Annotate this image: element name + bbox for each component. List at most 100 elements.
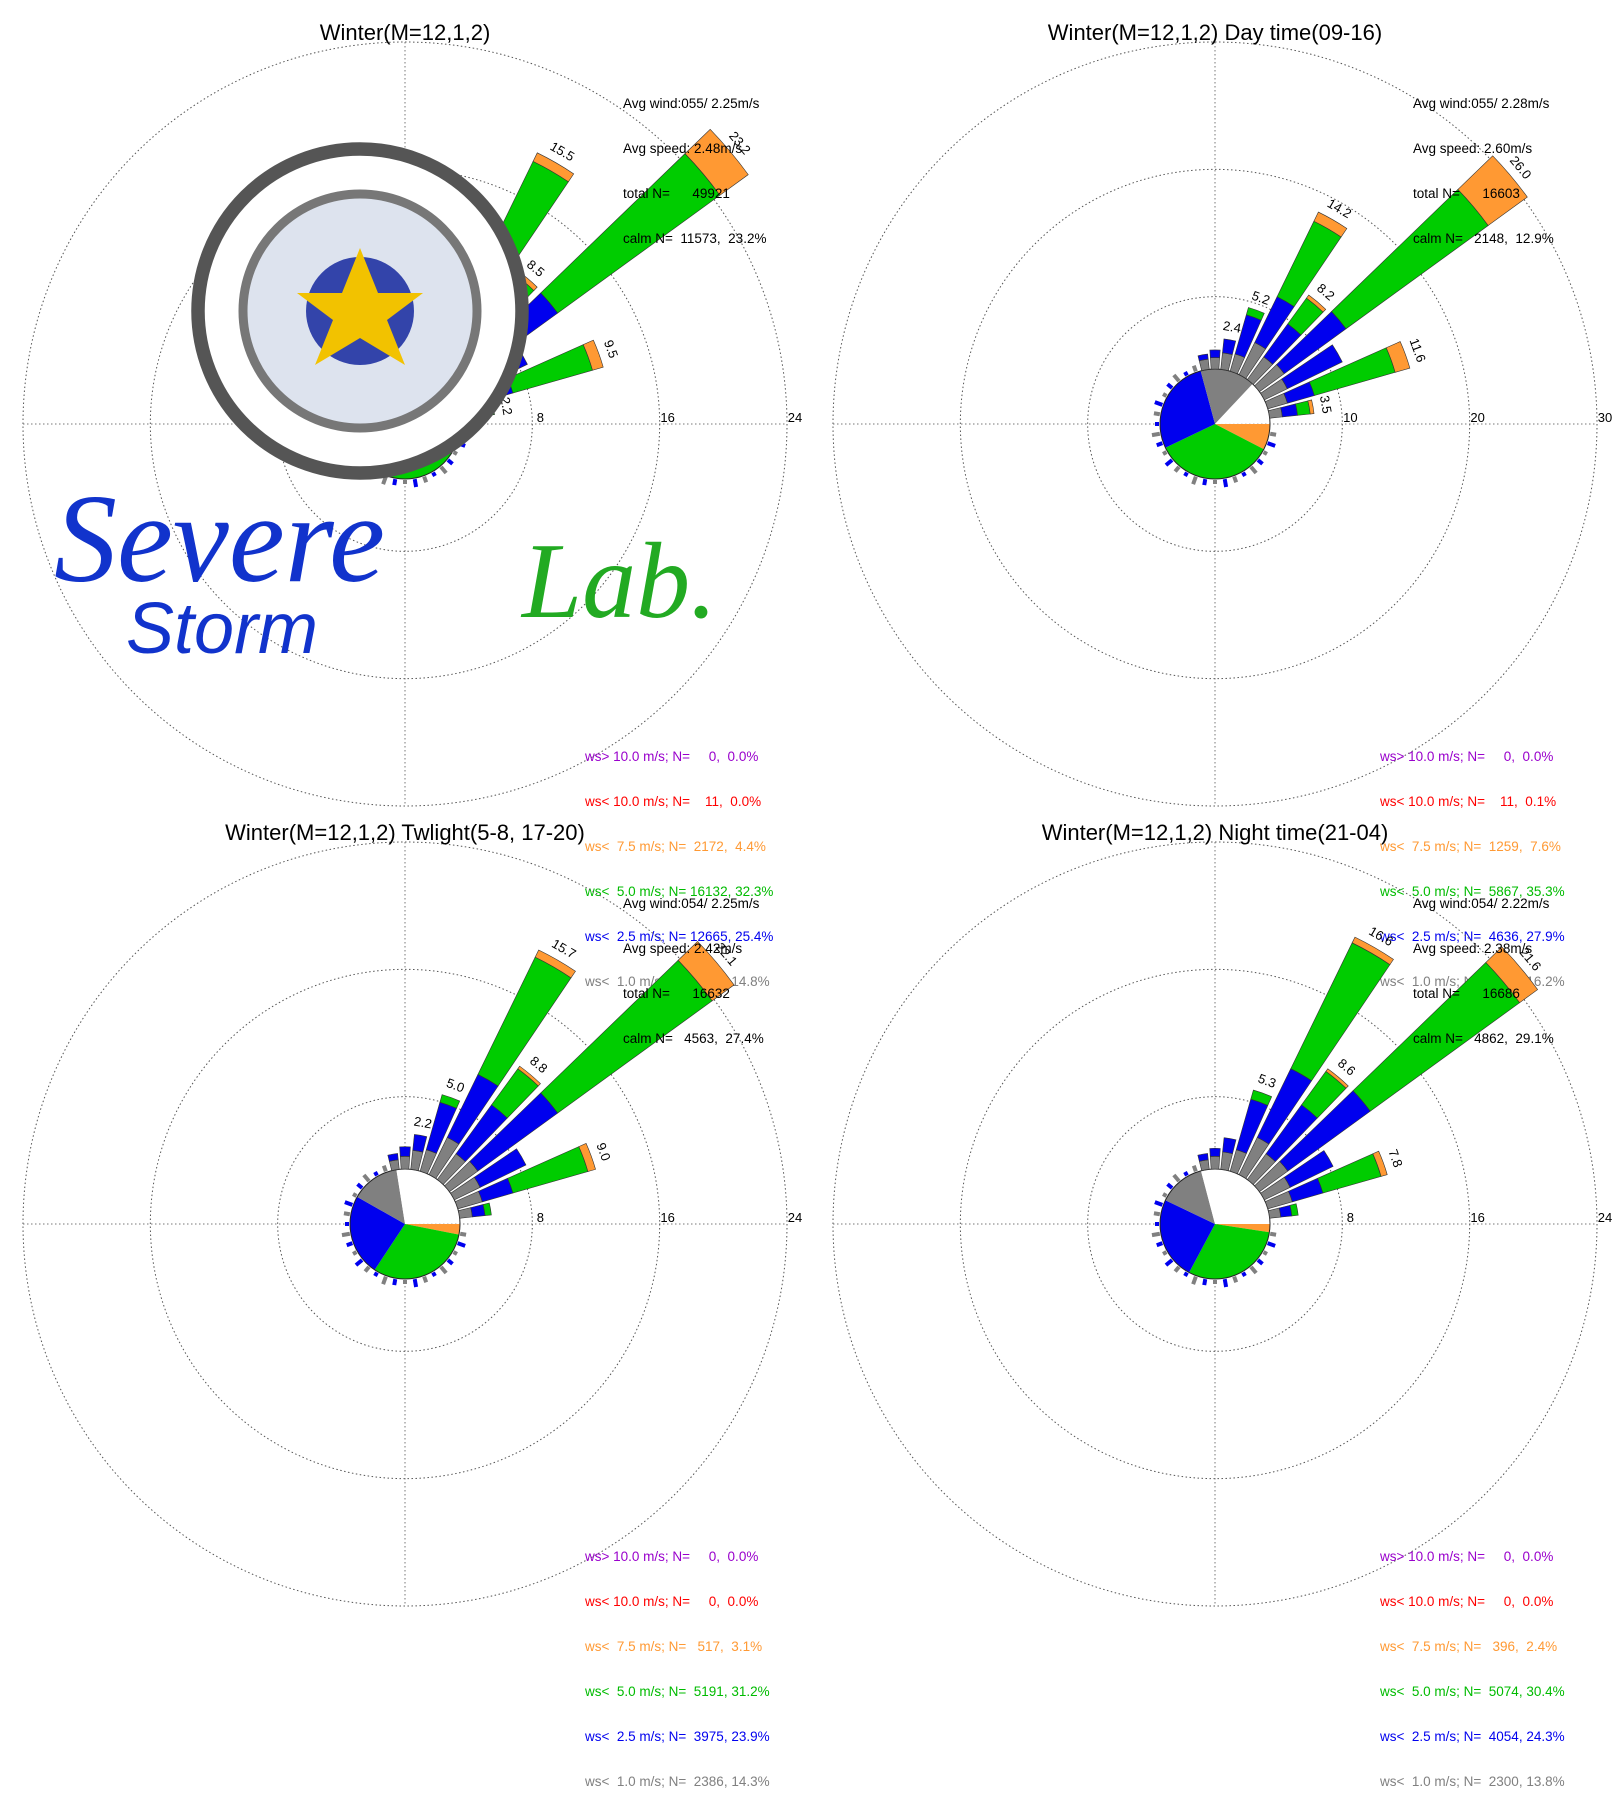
minor-petal	[344, 1200, 354, 1207]
avg-speed-text: Avg speed: 2.48m/s	[623, 141, 743, 156]
panel-title: Winter(M=12,1,2) Day time(09-16)	[1047, 20, 1383, 45]
petal-segment	[1209, 1148, 1221, 1157]
minor-petal	[1183, 371, 1189, 377]
calm-pie-slice-lt5	[374, 1224, 459, 1279]
minor-petal	[1156, 1241, 1164, 1248]
avg-speed-text: Avg speed: 2.60m/s	[1413, 141, 1533, 156]
avg-speed-text: Avg speed: 2.42m/s	[623, 941, 743, 956]
calm-pie-slice-lt5	[1165, 424, 1264, 480]
minor-petal	[1173, 1265, 1181, 1273]
legend-entry: ws< 7.5 m/s; N= 1259, 7.6%	[1380, 839, 1561, 854]
minor-petal	[373, 1271, 379, 1277]
minor-petal	[1154, 400, 1164, 407]
legend-entry: ws> 10.0 m/s; N= 0, 0.0%	[585, 749, 759, 764]
legend-entry: ws> 10.0 m/s; N= 0, 0.0%	[585, 1549, 759, 1564]
petal-segment	[1268, 407, 1283, 419]
panel-title: Winter(M=12,1,2)	[319, 20, 491, 45]
petal-segment	[399, 1155, 411, 1170]
calm-pie-slice-lt7_5	[1215, 1224, 1270, 1233]
minor-petal	[352, 1192, 358, 1198]
minor-petal	[352, 1250, 358, 1256]
minor-petal	[1256, 458, 1264, 466]
avg-wind-text: Avg wind:055/ 2.25m/s	[623, 96, 760, 111]
minor-petal	[431, 1271, 437, 1277]
petal-label: 5.3	[1256, 1071, 1278, 1091]
petal-label: 9.0	[593, 1141, 613, 1163]
minor-petal	[392, 478, 398, 486]
petal-label: 9.5	[601, 338, 621, 360]
petal-segment	[517, 1065, 541, 1087]
legend-entry: ws< 10.0 m/s; N= 0, 0.0%	[585, 1594, 759, 1609]
petal-segment	[470, 1204, 486, 1218]
ring-label: 20	[1470, 410, 1484, 425]
legend-entry: ws< 5.0 m/s; N= 5074, 30.4%	[1380, 1684, 1565, 1699]
minor-petal	[1222, 478, 1229, 488]
avg-wind-text: Avg wind:055/ 2.28m/s	[1413, 96, 1550, 111]
calm-n-text: calm N= 4862, 29.1%	[1413, 1031, 1554, 1046]
calm-pie-slice-calm	[1215, 383, 1270, 424]
minor-petal	[452, 1250, 458, 1256]
range-ring	[22, 41, 788, 807]
minor-petal	[1166, 382, 1174, 390]
minor-petal	[1266, 441, 1276, 448]
calm-n-text: calm N= 4563, 27.4%	[623, 1031, 764, 1046]
ring-label: 24	[1598, 1210, 1612, 1225]
petal-segment	[1209, 1155, 1221, 1170]
petal-segment	[482, 1202, 492, 1216]
petal-segment	[578, 1142, 596, 1172]
total-n-text: total N= 16632	[623, 986, 730, 1001]
minor-petal	[363, 1265, 371, 1273]
calm-pie-slice-lt5	[1189, 1224, 1270, 1279]
minor-petal	[431, 471, 437, 477]
range-ring	[22, 841, 788, 1607]
petal-segment	[534, 949, 576, 979]
petal-segment	[1280, 403, 1298, 418]
minor-petal	[356, 1182, 364, 1190]
petal-segment	[1306, 294, 1327, 313]
petal-segment	[582, 339, 604, 371]
petal-segment	[1197, 353, 1209, 362]
minor-petal	[1241, 1271, 1247, 1277]
ring-label: 8	[537, 410, 544, 425]
minor-petal	[1266, 1241, 1276, 1248]
stats-block: Avg wind:055/ 2.25m/s Avg speed: 2.48m/s…	[623, 66, 766, 276]
ring-label: 16	[1470, 1210, 1484, 1225]
range-ring	[832, 41, 1598, 807]
total-n-text: total N= 16686	[1413, 986, 1520, 1001]
severe-storm-lab-logo: Severe Storm Lab.	[54, 142, 717, 669]
calm-pie-slice-calm	[396, 1169, 460, 1224]
petal-segment	[1197, 1153, 1209, 1162]
petal-segment	[1220, 1151, 1233, 1171]
legend-entry: ws< 1.0 m/s; N= 2300, 13.8%	[1380, 1774, 1565, 1789]
minor-petal	[1151, 431, 1161, 438]
calm-n-text: calm N= 2148, 12.9%	[1413, 231, 1554, 246]
logo-text-lab: Lab.	[520, 522, 717, 641]
petal-segment	[1222, 338, 1237, 355]
minor-petal	[446, 458, 454, 466]
minor-petal	[1191, 1165, 1198, 1173]
petal-label: 8.6	[1335, 1055, 1358, 1078]
minor-petal	[381, 475, 388, 485]
minor-petal	[1269, 1231, 1277, 1237]
petal-segment	[477, 956, 572, 1087]
ring-label: 8	[1347, 1210, 1354, 1225]
minor-petal	[439, 1265, 448, 1275]
minor-petal	[1249, 1265, 1258, 1275]
petal-label: 8.2	[1314, 280, 1337, 303]
stats-block: Avg wind:055/ 2.28m/s Avg speed: 2.60m/s…	[1413, 66, 1554, 276]
petal-segment	[1209, 349, 1221, 359]
petal-label: 2.2	[413, 1114, 433, 1132]
minor-petal	[1183, 1271, 1189, 1277]
minor-petal	[1164, 458, 1174, 467]
speed-legend: ws> 10.0 m/s; N= 0, 0.0% ws< 10.0 m/s; N…	[1380, 1519, 1565, 1819]
minor-petal	[422, 1275, 429, 1283]
minor-petal	[1162, 392, 1168, 398]
petal-segment	[412, 1134, 428, 1153]
calm-pie-slice-lt7_5	[1215, 424, 1270, 450]
legend-entry: ws< 2.5 m/s; N= 12665, 25.4%	[585, 929, 774, 944]
legend-entry: ws> 10.0 m/s; N= 0, 0.0%	[1380, 1549, 1554, 1564]
avg-speed-text: Avg speed: 2.38m/s	[1413, 941, 1533, 956]
minor-petal	[456, 1241, 466, 1248]
